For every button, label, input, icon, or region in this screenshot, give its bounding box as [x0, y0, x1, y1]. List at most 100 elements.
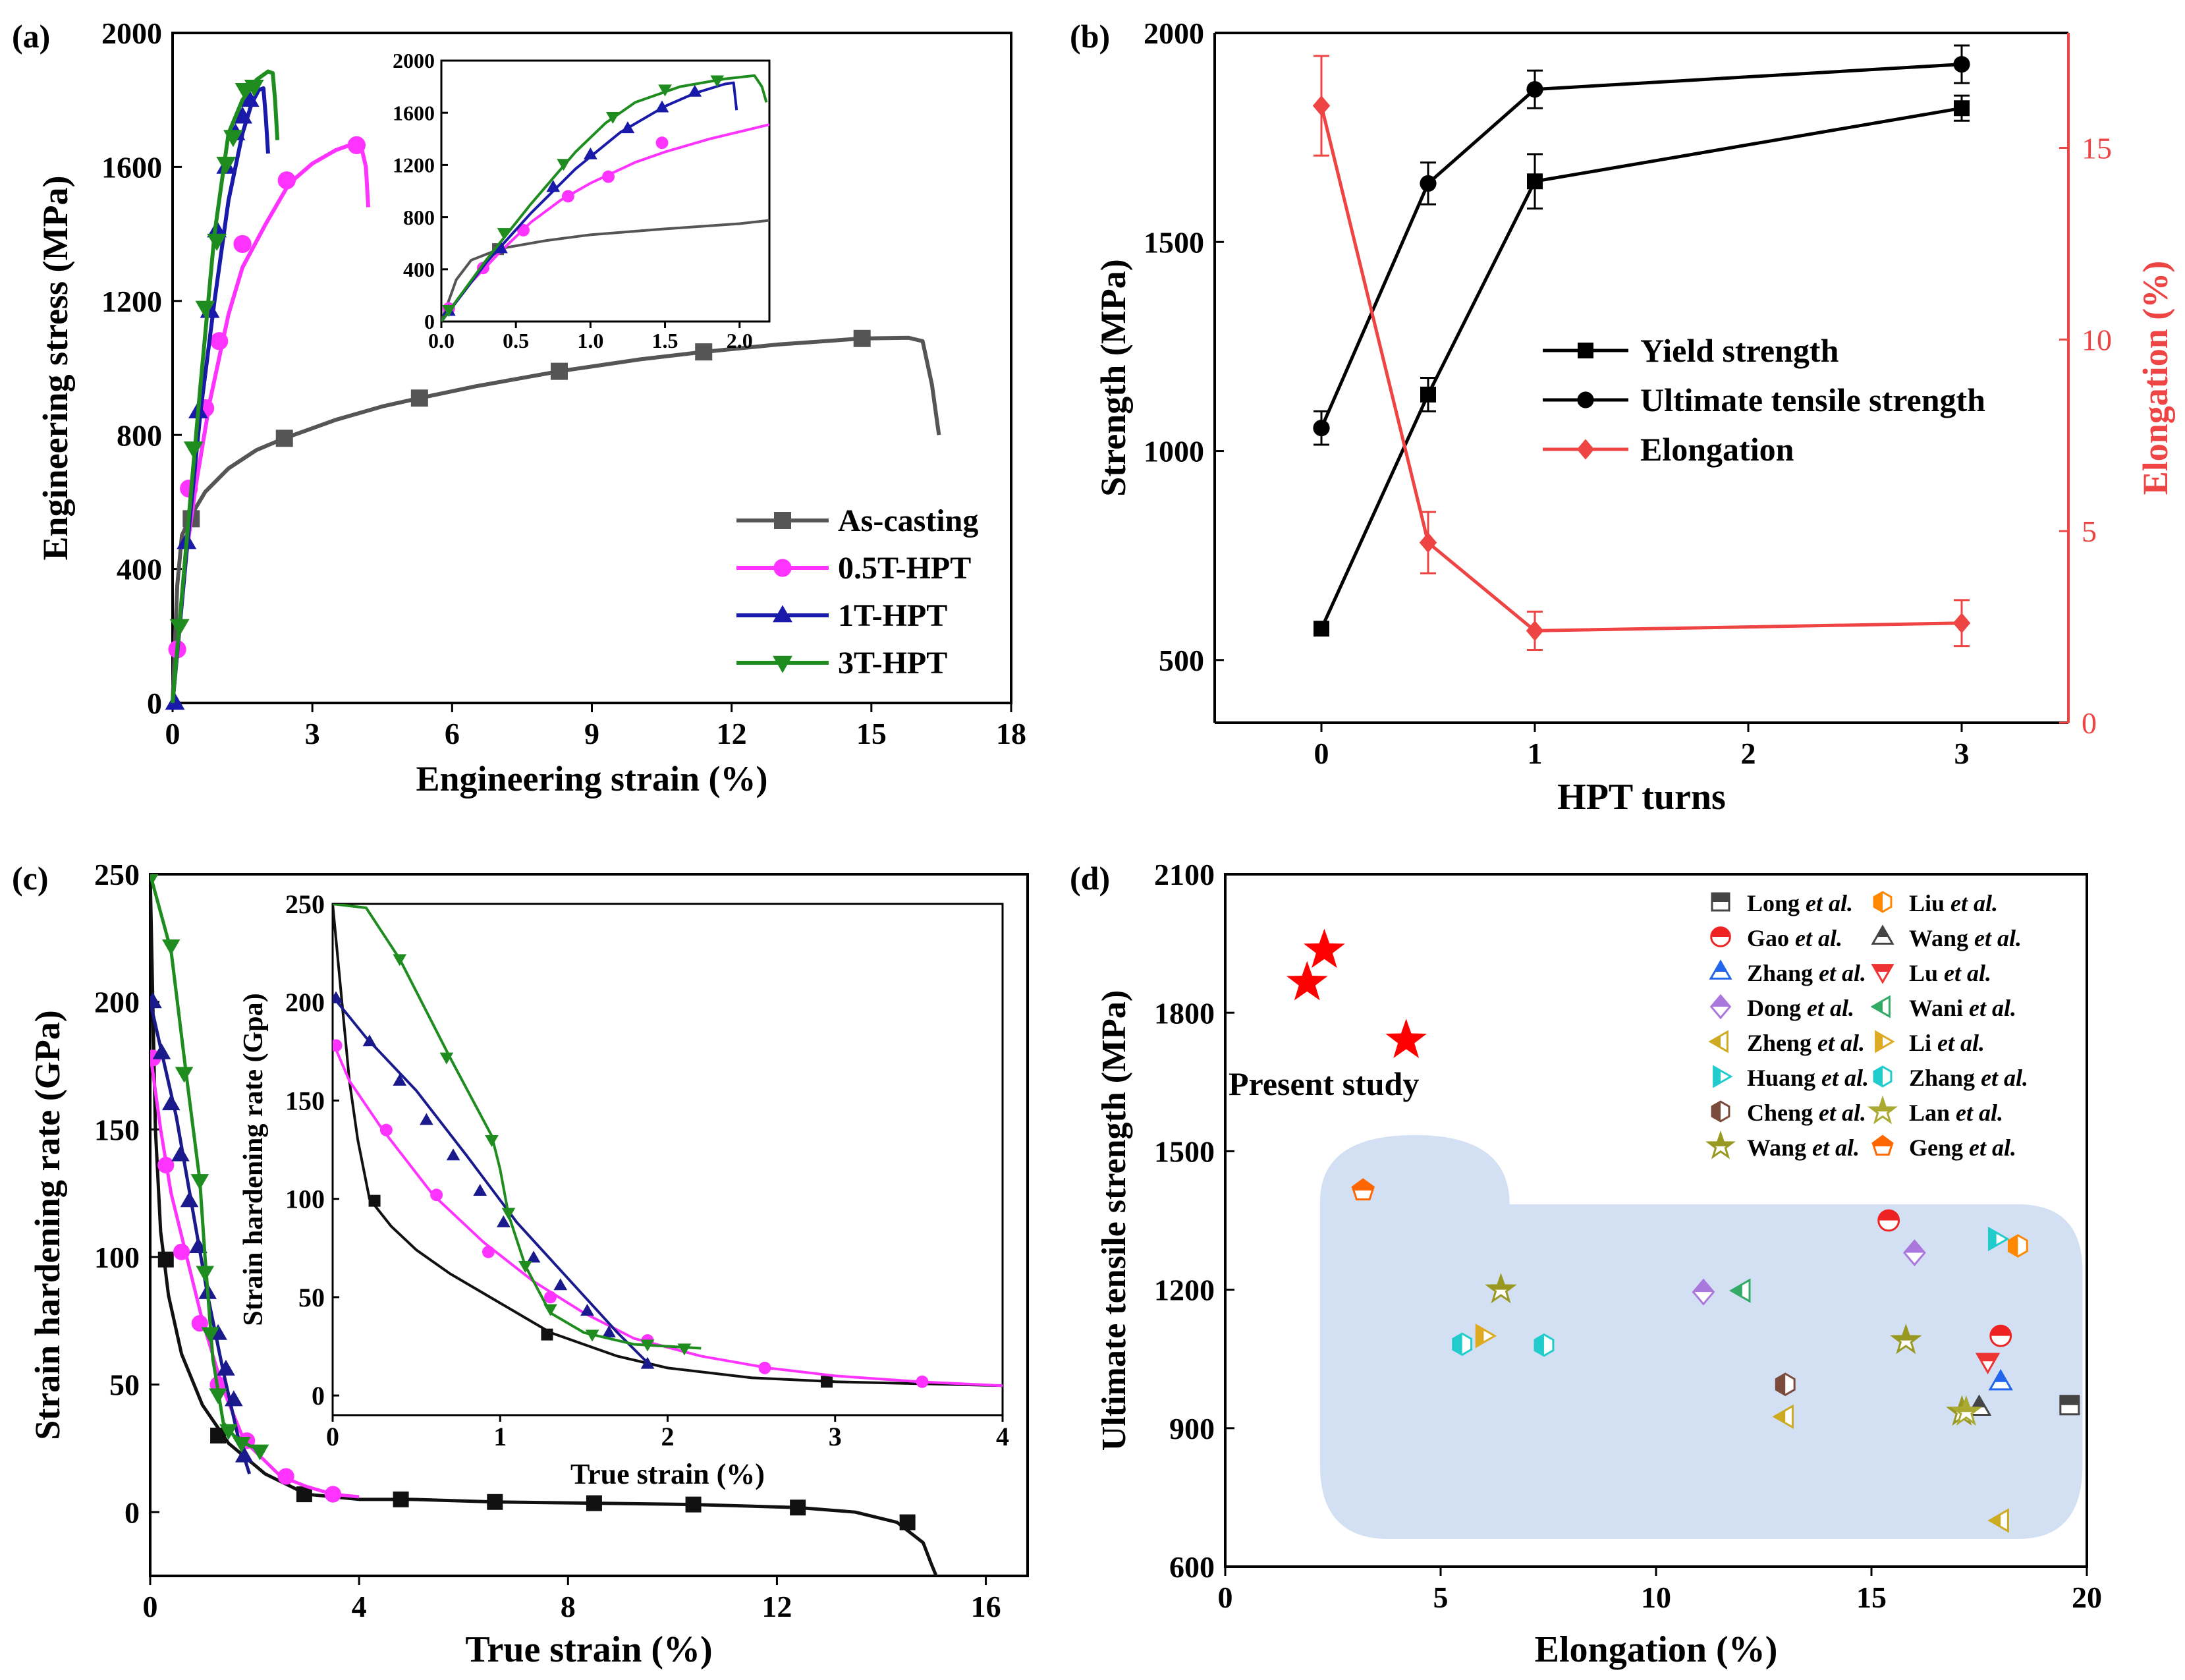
legend-marker [1873, 891, 1893, 913]
marker-shape [239, 90, 260, 107]
data-point [207, 233, 227, 251]
legend-marker [1871, 964, 1895, 984]
marker-shape [773, 559, 792, 577]
data-point [165, 692, 185, 710]
data-point [677, 1343, 692, 1356]
data-point [150, 874, 159, 884]
x-tick-label: 0 [1218, 1581, 1233, 1614]
marker-shape [602, 170, 615, 183]
data-point [201, 1327, 219, 1343]
marker-shape [602, 1325, 616, 1337]
data-point [658, 84, 672, 97]
y-tick-label: 1800 [1154, 996, 1215, 1030]
marker-shape [1576, 439, 1595, 460]
legend-label: Lan et al. [1909, 1100, 2003, 1126]
marker-fill [2008, 1235, 2018, 1257]
data-point [1314, 621, 1329, 637]
marker-shape [553, 1278, 568, 1291]
panel-b: 0 1 2 3 500 1000 1500 2000 0 5 10 15 (b) HPT turns Str… [1070, 16, 2175, 818]
legend-marker [1708, 1030, 1729, 1053]
marker-shape [790, 1499, 806, 1516]
data-point [430, 1189, 443, 1202]
data-point [544, 1291, 557, 1304]
legend-name: Lan [1909, 1100, 1956, 1126]
marker-shape [1954, 100, 1970, 117]
data-point [216, 156, 236, 174]
marker-fill [1352, 1179, 1374, 1190]
marker-shape [216, 156, 236, 174]
data-point [790, 1499, 806, 1516]
marker-shape [223, 130, 243, 148]
marker-fill [1708, 1133, 1733, 1146]
legend-suffix: et al. [1969, 1134, 2016, 1161]
y-tick-label: 1200 [393, 154, 435, 177]
data-point [410, 389, 428, 407]
data-point [446, 1148, 460, 1161]
legend-marker [1873, 1065, 1893, 1088]
data-point [379, 1123, 393, 1136]
data-point [1475, 1323, 1497, 1349]
marker-shape [333, 1039, 343, 1052]
marker-shape [1526, 620, 1544, 641]
legend-name: Geng [1909, 1134, 1969, 1161]
y-tick-label: 150 [94, 1113, 140, 1146]
data-point [585, 1330, 599, 1342]
legend-marker [1713, 1065, 1733, 1088]
marker-fill [1873, 1136, 1893, 1146]
legend-suffix: et al. [1944, 960, 1991, 986]
data-point [1952, 613, 1971, 634]
x-tick-label: 1.0 [577, 329, 603, 352]
y-tick-label: 250 [285, 889, 325, 919]
legend-name: Huang [1747, 1065, 1821, 1091]
marker-shape [232, 1437, 251, 1453]
y-tick-label: 0 [424, 310, 435, 333]
series-14 [1950, 1395, 1983, 1426]
marker-shape [487, 1494, 503, 1510]
data-point [275, 430, 293, 447]
marker-shape [173, 1243, 190, 1260]
y-right-tick-label: 15 [2082, 132, 2112, 165]
marker-shape [655, 100, 669, 113]
marker-shape [324, 1486, 342, 1503]
x-tick-label: 0 [1314, 737, 1329, 770]
marker-shape [1313, 420, 1330, 437]
marker-shape [526, 1250, 541, 1263]
data-point [368, 1194, 381, 1207]
x-tick-label: 1 [493, 1422, 507, 1451]
marker-shape [473, 1183, 487, 1196]
x-axis-title: HPT turns [1557, 777, 1726, 818]
x-tick-label: 0 [143, 1590, 158, 1623]
data-point [244, 79, 264, 97]
series-0 [150, 874, 938, 1576]
data-point [235, 1446, 254, 1463]
marker-fill [1990, 1326, 2011, 1336]
data-point [1452, 1332, 1473, 1357]
data-point [277, 171, 296, 190]
marker-shape [899, 1514, 916, 1530]
legend-name: Wani [1909, 995, 1969, 1021]
x-tick-label: 0 [326, 1422, 339, 1451]
marker-fill [1994, 1370, 2007, 1382]
y-tick-label: 1200 [101, 285, 162, 318]
x-tick-label: 2 [661, 1422, 675, 1451]
series-line [1319, 63, 1962, 429]
star-point [1286, 961, 1328, 1001]
data-point [695, 343, 713, 361]
marker-shape [217, 1359, 235, 1376]
legend-label: Huang et al. [1747, 1065, 1869, 1091]
y-tick-label: 200 [285, 988, 325, 1017]
data-point [195, 300, 215, 318]
series-line [333, 904, 1003, 1387]
x-tick-label: 12 [717, 717, 747, 750]
legend-name: Zhang [1909, 1065, 1981, 1091]
data-point [1351, 1178, 1375, 1201]
data-point [1775, 1372, 1796, 1397]
data-point [190, 1174, 209, 1190]
data-point [441, 304, 456, 317]
legend-name: Liu [1909, 890, 1950, 916]
legend-name: Long [1747, 890, 1806, 916]
marker-fill [1713, 1067, 1721, 1086]
series-3 [150, 874, 269, 1461]
data-point [175, 1067, 194, 1083]
